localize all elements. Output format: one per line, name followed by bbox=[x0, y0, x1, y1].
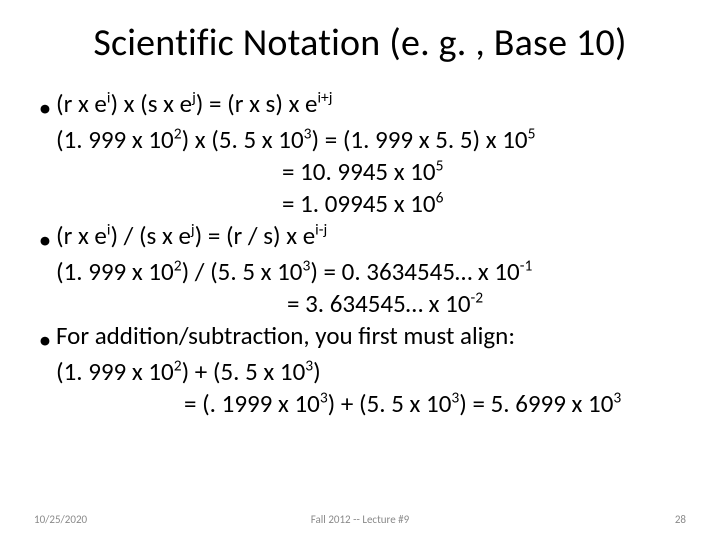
slide-footer: 10/25/2020 Fall 2012 -- Lecture #9 28 bbox=[34, 513, 686, 526]
bullet-3-line-2: = (. 1999 x 103) + (5. 5 x 103) = 5. 699… bbox=[34, 388, 686, 420]
slide: Scientific Notation (e. g. , Base 10) • … bbox=[0, 0, 720, 540]
bullet-1-line-3: = 1. 09945 x 106 bbox=[34, 188, 686, 220]
bullet-3-rule: For addition/subtraction, you first must… bbox=[56, 320, 686, 352]
bullet-dot-icon: • bbox=[34, 220, 56, 256]
bullet-3: • For addition/subtraction, you first mu… bbox=[34, 320, 686, 356]
page-title: Scientific Notation (e. g. , Base 10) bbox=[34, 20, 686, 66]
bullet-1-rule: (r x ei) x (s x ej) = (r x s) x ei+j bbox=[56, 88, 686, 120]
slide-body: • (r x ei) x (s x ej) = (r x s) x ei+j (… bbox=[34, 88, 686, 420]
bullet-1-line-2: = 10. 9945 x 105 bbox=[34, 156, 686, 188]
bullet-2: • (r x ei) / (s x ej) = (r / s) x ei-j bbox=[34, 220, 686, 256]
footer-lecture: Fall 2012 -- Lecture #9 bbox=[34, 513, 686, 526]
bullet-dot-icon: • bbox=[34, 88, 56, 124]
bullet-dot-icon: • bbox=[34, 320, 56, 356]
bullet-2-line-1: (1. 999 x 102) / (5. 5 x 103) = 0. 36345… bbox=[34, 256, 686, 288]
bullet-3-line-1: (1. 999 x 102) + (5. 5 x 103) bbox=[34, 356, 686, 388]
bullet-2-line-2: = 3. 634545… x 10-2 bbox=[34, 288, 686, 320]
bullet-1: • (r x ei) x (s x ej) = (r x s) x ei+j bbox=[34, 88, 686, 124]
bullet-2-rule: (r x ei) / (s x ej) = (r / s) x ei-j bbox=[56, 220, 686, 252]
bullet-1-line-1: (1. 999 x 102) x (5. 5 x 103) = (1. 999 … bbox=[34, 124, 686, 156]
